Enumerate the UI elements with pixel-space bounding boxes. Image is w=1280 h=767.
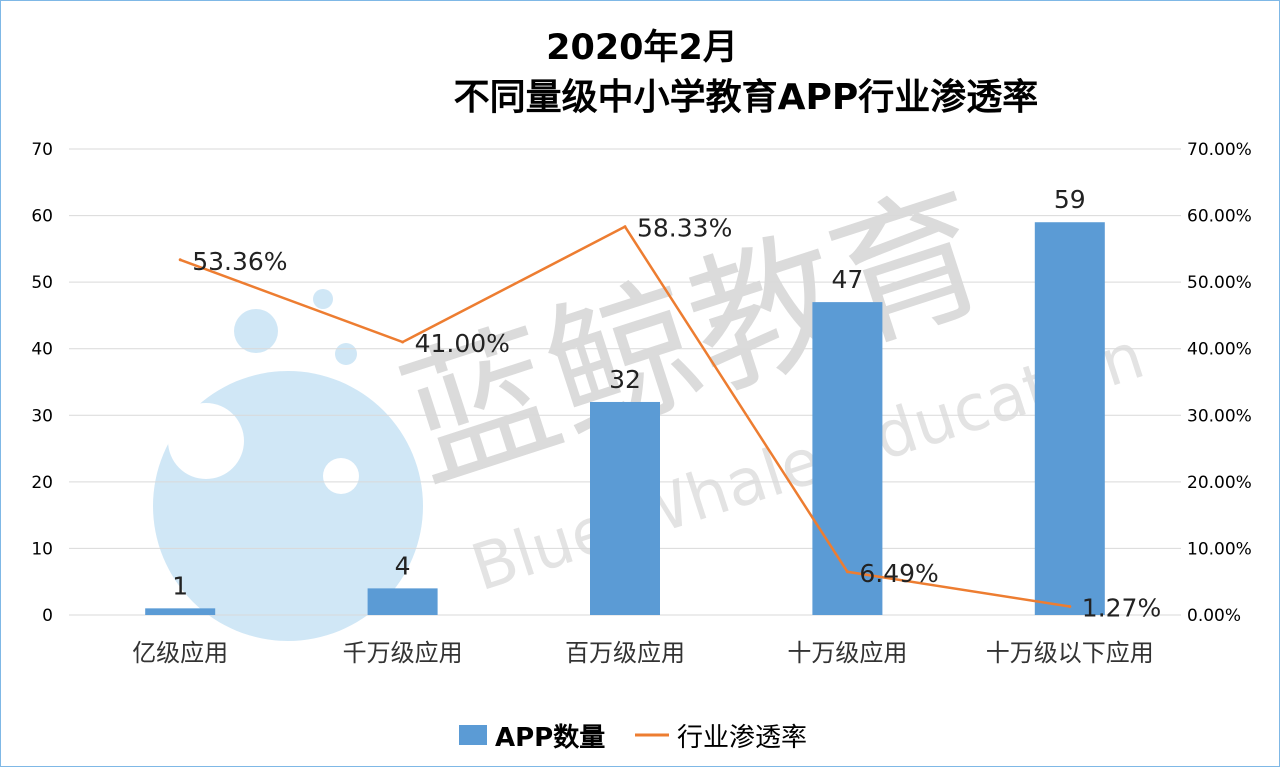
- right-tick-label: 20.00%: [1187, 473, 1252, 493]
- category-label: 十万级应用: [787, 639, 907, 667]
- bar-data-label: 4: [395, 551, 411, 580]
- left-axis: 0 10 20 30 40 50 60 70: [31, 140, 53, 626]
- line-series: 53.36% 41.00% 58.33% 6.49% 1.27%: [178, 214, 1161, 623]
- left-tick-label: 60: [31, 207, 53, 227]
- bar-data-label: 1: [172, 571, 188, 600]
- legend: APP数量 行业渗透率: [459, 723, 807, 753]
- bar-data-label: 47: [831, 265, 863, 294]
- bar: [812, 302, 883, 615]
- watermark-drop-3: [335, 343, 357, 365]
- line-point: [178, 258, 182, 262]
- right-tick-label: 0.00%: [1187, 606, 1241, 626]
- line-data-label: 1.27%: [1082, 594, 1161, 623]
- line-point: [401, 340, 405, 344]
- right-tick-label: 70.00%: [1187, 140, 1252, 160]
- right-tick-label: 10.00%: [1187, 539, 1252, 559]
- right-tick-label: 50.00%: [1187, 273, 1252, 293]
- right-axis: 0.00% 10.00% 20.00% 30.00% 40.00% 50.00% 60.00…: [1187, 140, 1252, 626]
- right-tick-label: 30.00%: [1187, 406, 1252, 426]
- legend-swatch-app-count: [459, 725, 487, 745]
- right-tick-label: 60.00%: [1187, 207, 1252, 227]
- watermark-whale-notch: [168, 403, 244, 479]
- bar-data-label: 32: [609, 365, 641, 394]
- left-tick-label: 10: [31, 539, 53, 559]
- category-label: 百万级应用: [565, 639, 685, 667]
- line-data-label: 58.33%: [637, 214, 732, 243]
- watermark-whale-eye: [323, 458, 359, 494]
- bar: [367, 588, 438, 615]
- category-label: 十万级以下应用: [986, 639, 1154, 667]
- bar: [145, 608, 216, 615]
- line-data-label: 6.49%: [859, 559, 938, 588]
- line-point: [1068, 605, 1072, 609]
- right-tick-label: 40.00%: [1187, 340, 1252, 360]
- left-tick-label: 0: [42, 606, 53, 626]
- category-axis: 亿级应用 千万级应用 百万级应用 十万级应用 十万级以下应用: [132, 639, 1154, 667]
- bar: [590, 401, 660, 615]
- category-label: 亿级应用: [132, 639, 228, 667]
- left-tick-label: 40: [31, 340, 53, 360]
- line-point: [623, 225, 627, 229]
- line-data-label: 41.00%: [415, 329, 510, 358]
- watermark-drop-2: [313, 289, 333, 309]
- watermark-drop-1: [234, 309, 278, 353]
- left-tick-label: 70: [31, 140, 53, 160]
- bar-series: 1 4 32 47 59: [145, 185, 1105, 615]
- legend-label-app-count: APP数量: [495, 723, 605, 753]
- chart-title-line1: 2020年2月: [546, 28, 738, 68]
- bar-data-label: 59: [1054, 185, 1086, 214]
- line-data-label: 53.36%: [192, 247, 287, 276]
- line-point: [845, 570, 849, 574]
- chart-title-line2: 不同量级中小学教育APP行业渗透率: [454, 76, 1039, 118]
- left-tick-label: 50: [31, 273, 53, 293]
- category-label: 千万级应用: [343, 639, 463, 667]
- bar: [1034, 222, 1105, 615]
- left-tick-label: 20: [31, 473, 53, 493]
- legend-label-penetration: 行业渗透率: [677, 723, 807, 753]
- left-tick-label: 30: [31, 406, 53, 426]
